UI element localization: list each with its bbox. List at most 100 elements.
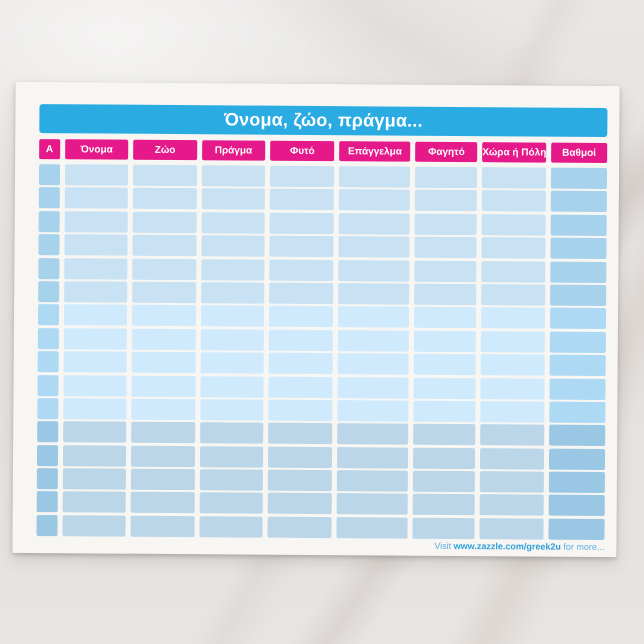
entry-cell-thing [199, 399, 264, 421]
entry-cell-name [62, 491, 126, 514]
entry-cell-plant [268, 352, 334, 375]
entry-cell-thing [200, 352, 264, 374]
entry-cell-animal [132, 258, 196, 280]
entry-cell-animal [131, 445, 195, 467]
entry-cell-points [550, 167, 608, 190]
entry-cell-letter [38, 187, 60, 209]
entry-cell-thing [199, 469, 263, 491]
entry-cell-country-or-city [480, 471, 544, 493]
entry-cell-plant [268, 399, 333, 422]
entry-cell-food [413, 400, 476, 423]
entry-cell-plant [269, 165, 335, 188]
entry-cell-country-or-city [481, 260, 546, 283]
entry-cell-food [414, 190, 478, 212]
entry-cell-points [550, 237, 607, 260]
entry-cell-thing [200, 258, 265, 281]
entry-cell-country-or-city [481, 284, 546, 306]
entry-cell-profession [337, 423, 409, 445]
entry-cell-food [413, 423, 476, 446]
entry-cell-country-or-city [481, 237, 546, 259]
entry-cell-animal [130, 492, 195, 514]
entry-cell-food [414, 307, 477, 329]
entry-cell-profession [337, 493, 408, 516]
entry-cell-points [549, 378, 606, 400]
column-header-thing: Πράγμα [201, 140, 266, 161]
entry-cell-plant [267, 516, 333, 538]
entry-cell-letter [38, 210, 60, 232]
entry-cell-letter [37, 327, 59, 349]
page-title: Όνομα, ζώο, πράγμα... [223, 109, 423, 131]
entry-cell-animal [131, 398, 196, 421]
entry-cell-country-or-city [481, 307, 545, 329]
entry-cell-letter [36, 514, 58, 537]
entry-cell-thing [200, 375, 264, 398]
entry-cell-points [549, 307, 607, 330]
entry-cell-thing [200, 328, 264, 351]
entry-cell-points [550, 261, 607, 283]
entry-cell-thing [199, 492, 263, 515]
entry-cell-country-or-city [481, 354, 545, 376]
entry-cell-animal [132, 188, 197, 210]
zazzle-url: www.zazzle.com/greek2u [453, 540, 561, 552]
entry-cell-animal [133, 164, 197, 187]
entry-cell-name [63, 398, 127, 420]
entry-cell-points [548, 471, 605, 494]
entry-cell-plant [268, 376, 334, 398]
entry-cell-animal [131, 328, 196, 350]
entry-cell-letter [38, 164, 60, 186]
entry-cell-plant [269, 259, 334, 281]
entry-cell-name [62, 515, 126, 537]
entry-cell-animal [132, 305, 196, 327]
entry-cell-profession [338, 236, 410, 258]
entry-cell-profession [336, 517, 408, 539]
entry-cell-animal [131, 351, 196, 374]
entry-cell-profession [338, 329, 410, 352]
entry-cell-letter [37, 374, 59, 396]
entry-cell-thing [199, 516, 263, 538]
entry-cell-points [549, 284, 607, 306]
entry-cell-plant [267, 493, 333, 515]
entry-cell-thing [201, 165, 266, 187]
entry-cell-letter [38, 281, 60, 303]
column-header-name: Όνομα [64, 139, 129, 160]
entry-cell-profession [339, 189, 411, 212]
entry-cell-letter [37, 421, 59, 443]
entry-cell-animal [132, 234, 197, 257]
entry-cell-name [64, 211, 128, 233]
entry-cell-profession [337, 470, 409, 492]
entry-cell-name [63, 327, 128, 350]
entry-cell-points [548, 518, 605, 540]
column-header-food: Φαγητό [415, 141, 478, 163]
entry-cell-plant [267, 469, 333, 492]
entry-cell-thing [201, 188, 265, 211]
entry-cell-plant [268, 422, 333, 445]
title-banner: Όνομα, ζώο, πράγμα... [39, 104, 608, 138]
column-header-row: Α Όνομα Ζώο Πράγμα Φυτό Επάγγελμα Φαγητό Χώρα ή… [39, 139, 608, 164]
entry-cell-name [64, 234, 128, 256]
entry-cell-plant [267, 446, 333, 468]
column-header-plant: Φυτό [270, 140, 335, 162]
entry-cell-name [62, 444, 127, 467]
entry-cell-letter [36, 491, 58, 513]
entry-cell-thing [200, 282, 265, 304]
footer-prefix: Visit [434, 540, 454, 551]
entry-cell-animal [130, 468, 195, 491]
entry-cell-profession [337, 400, 409, 422]
entry-cell-animal [132, 211, 197, 233]
entry-cell-letter [36, 468, 58, 490]
entry-cell-name [64, 257, 128, 280]
entry-cell-country-or-city [480, 447, 544, 470]
entry-cell-points [550, 191, 607, 213]
entry-cell-country-or-city [481, 330, 545, 353]
paper-content: Όνομα, ζώο, πράγμα... Α Όνομα Ζώο Πράγμα Φυτ… [12, 82, 619, 557]
entry-cell-profession [339, 212, 410, 235]
entry-cell-plant [269, 189, 335, 211]
entry-cell-profession [338, 259, 410, 282]
entry-cell-letter [37, 304, 59, 326]
entry-cell-thing [201, 211, 265, 234]
entry-cell-profession [338, 306, 410, 328]
column-header-animal: Ζώο [133, 139, 197, 161]
entry-cell-name [63, 281, 128, 303]
entry-cell-animal [130, 515, 195, 538]
entry-cell-profession [339, 166, 411, 188]
